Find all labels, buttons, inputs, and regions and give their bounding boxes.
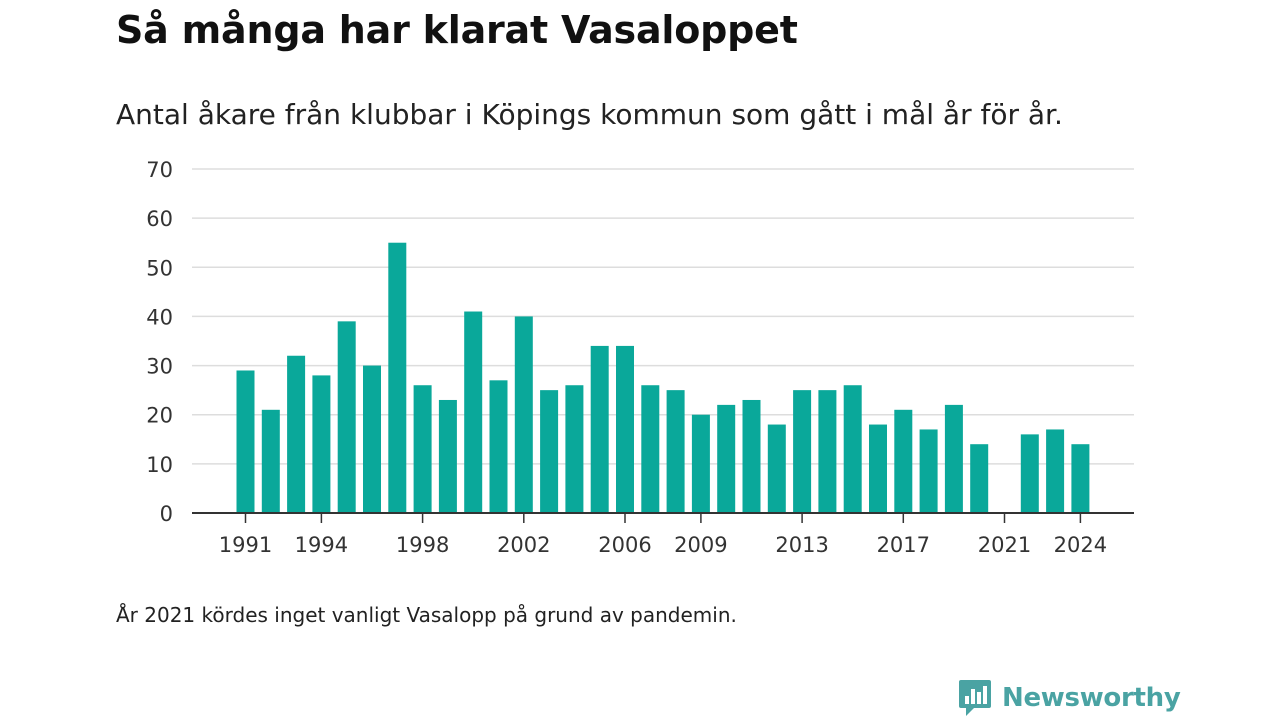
x-tick-label: 1991 bbox=[219, 533, 272, 557]
newsworthy-logo-icon bbox=[959, 680, 991, 716]
gridlines bbox=[192, 168, 1134, 465]
bar-2018[interactable] bbox=[919, 429, 938, 513]
x-axis-ticks: 1991 1994 1998 2002 2006 2009 2013 2017 2021 2024 bbox=[219, 513, 1107, 557]
bar-1994[interactable] bbox=[312, 375, 331, 513]
bar-1997[interactable] bbox=[388, 242, 407, 513]
brand-logo[interactable]: Newsworthy bbox=[958, 678, 1181, 718]
y-tick-label: 60 bbox=[146, 207, 173, 231]
x-tick-label: 1998 bbox=[396, 533, 449, 557]
bar-2007[interactable] bbox=[641, 385, 660, 513]
bar-1998[interactable] bbox=[413, 385, 432, 513]
bar-2008[interactable] bbox=[666, 390, 685, 513]
y-tick-label: 20 bbox=[146, 404, 173, 428]
x-tick-label: 2017 bbox=[877, 533, 930, 557]
y-tick-label: 30 bbox=[146, 355, 173, 379]
x-tick-label: 2013 bbox=[775, 533, 828, 557]
x-tick-label: 2021 bbox=[978, 533, 1031, 557]
chart-title: Så många har klarat Vasaloppet bbox=[116, 8, 798, 52]
bar-2023[interactable] bbox=[1046, 429, 1065, 513]
x-tick-label: 2024 bbox=[1054, 533, 1107, 557]
bar-1993[interactable] bbox=[287, 355, 306, 513]
bar-2017[interactable] bbox=[894, 409, 913, 513]
y-tick-label: 70 bbox=[146, 158, 173, 182]
y-tick-label: 0 bbox=[160, 502, 173, 526]
bar-2019[interactable] bbox=[944, 404, 963, 513]
bar-2003[interactable] bbox=[540, 390, 559, 513]
x-tick-label: 1994 bbox=[295, 533, 348, 557]
bar-2001[interactable] bbox=[489, 380, 508, 513]
bar-2020[interactable] bbox=[970, 444, 989, 513]
bar-1992[interactable] bbox=[261, 409, 280, 513]
x-tick-label: 2002 bbox=[497, 533, 550, 557]
x-tick-label: 2009 bbox=[674, 533, 727, 557]
bar-1996[interactable] bbox=[363, 365, 381, 513]
bar-2000[interactable] bbox=[464, 311, 483, 513]
x-tick-label: 2006 bbox=[598, 533, 651, 557]
bar-2014[interactable] bbox=[818, 390, 837, 513]
bars bbox=[236, 242, 1090, 513]
bar-2012[interactable] bbox=[767, 424, 786, 513]
bar-1991[interactable] bbox=[236, 370, 255, 513]
bar-2002[interactable] bbox=[514, 316, 533, 513]
y-tick-label: 50 bbox=[146, 256, 173, 280]
bar-2005[interactable] bbox=[590, 345, 609, 513]
bar-2015[interactable] bbox=[843, 385, 862, 513]
bar-2011[interactable] bbox=[742, 399, 761, 513]
bar-2022[interactable] bbox=[1020, 434, 1039, 513]
y-tick-label: 10 bbox=[146, 453, 173, 477]
bar-2006[interactable] bbox=[616, 345, 634, 513]
y-axis-ticks: 0 10 20 30 40 50 60 70 bbox=[146, 158, 173, 526]
bar-2010[interactable] bbox=[717, 404, 736, 513]
footnote: År 2021 kördes inget vanligt Vasalopp på… bbox=[116, 603, 737, 627]
bar-chart: 0 10 20 30 40 50 60 70 1991 1994 1998 2002 2006 2009… bbox=[146, 158, 1134, 557]
bar-2004[interactable] bbox=[565, 385, 584, 513]
bar-2009[interactable] bbox=[691, 414, 710, 513]
bar-1995[interactable] bbox=[337, 321, 356, 513]
brand-name: Newsworthy bbox=[1002, 683, 1181, 713]
bar-2016[interactable] bbox=[869, 424, 887, 513]
bar-2013[interactable] bbox=[793, 390, 812, 513]
y-tick-label: 40 bbox=[146, 305, 173, 329]
bar-2024[interactable] bbox=[1071, 444, 1090, 513]
bar-1999[interactable] bbox=[438, 399, 457, 513]
chart-subtitle: Antal åkare från klubbar i Köpings kommu… bbox=[116, 98, 1063, 131]
